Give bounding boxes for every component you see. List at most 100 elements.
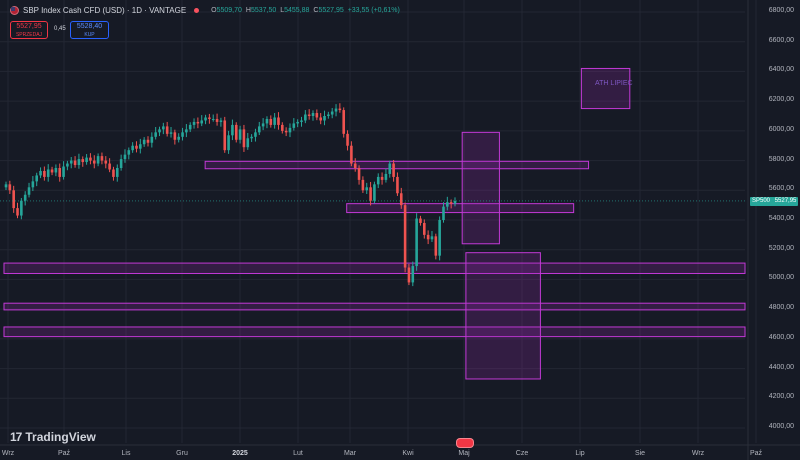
sell-price: 5527,95 [16, 23, 42, 30]
time-axis-label: 2025 [232, 450, 248, 457]
candle-body [315, 113, 319, 118]
price-axis-label: 4600,00 [768, 333, 794, 341]
candle-body [85, 157, 88, 163]
market-status-icon[interactable] [194, 8, 200, 13]
candle-body [319, 117, 322, 121]
candle-body [181, 132, 184, 137]
candle-body [453, 200, 457, 204]
candle-body [261, 123, 265, 127]
candle-body [323, 116, 326, 121]
candle-body [380, 176, 384, 180]
time-axis-label: Cze [515, 450, 529, 457]
candle-body [419, 218, 422, 223]
buy-label: KUP [84, 32, 95, 38]
candle-body [104, 160, 108, 164]
candle-body [357, 168, 361, 180]
candle-body [158, 129, 161, 133]
price-axis-label: 6400,00 [768, 66, 794, 74]
candle-body [361, 179, 365, 191]
candle-body [31, 181, 35, 188]
candle-body [330, 111, 334, 115]
tradingview-mark-icon: 17 [10, 430, 22, 444]
time-axis-label: Lip [575, 450, 585, 457]
symbol-title[interactable]: SBP Index Cash CFD (USD) · 1D · VANTAGE [23, 6, 187, 15]
candle-body [399, 193, 403, 206]
buy-button[interactable]: 5528,40 KUP [70, 21, 109, 39]
candle-body [238, 129, 242, 140]
candle-body [27, 187, 31, 195]
price-axis-label: 5600,00 [768, 185, 794, 193]
price-axis-label: 4000,00 [768, 423, 794, 430]
candle-body [46, 169, 50, 177]
candle-body [204, 117, 207, 121]
time-axis-label: Mar [343, 450, 357, 457]
candle-body [142, 139, 146, 145]
candle-body [62, 166, 65, 177]
time-axis-label: Wrz [691, 450, 705, 457]
support-resistance-zone [3, 302, 746, 311]
candle-body [438, 220, 441, 256]
sell-label: SPRZEDAJ [15, 32, 43, 38]
candle-body [177, 136, 180, 140]
ath-annotation-label[interactable]: ATH LIPIEC [595, 80, 633, 87]
time-axis-label: Lis [121, 450, 131, 457]
candle-body [284, 130, 288, 133]
ohlc-readout: O5509,70 H5537,50 L5455,88 C5527,95 +33,… [211, 7, 400, 14]
support-resistance-zone [3, 326, 746, 338]
candle-body [154, 132, 157, 137]
support-resistance-zone [3, 262, 746, 274]
candle-body [273, 117, 276, 125]
candle-body [4, 184, 8, 188]
candle-body [169, 132, 173, 134]
candle-body [165, 126, 169, 134]
candle-body [58, 168, 62, 177]
candle-body [254, 132, 257, 137]
candle-body [376, 176, 380, 185]
us-events-icon[interactable] [456, 438, 474, 448]
candle-body [35, 175, 39, 182]
candle-body [415, 218, 418, 267]
candle-body [411, 266, 415, 283]
candle-body [200, 120, 204, 124]
time-axis-label: Sie [634, 450, 646, 457]
candle-body [146, 139, 150, 143]
price-axis-label: 5000,00 [768, 274, 794, 282]
candle-body [407, 267, 411, 283]
candle-body [211, 118, 215, 120]
candle-body [250, 136, 253, 139]
candle-body [196, 121, 200, 124]
candle-body [369, 187, 372, 201]
candle-body [115, 168, 119, 177]
candle-body [100, 156, 104, 161]
tradingview-wordmark: TradingView [25, 430, 96, 444]
candle-body [12, 190, 15, 209]
spread-value: 0,45 [54, 26, 66, 32]
candle-body [430, 236, 434, 240]
candle-body [162, 126, 165, 130]
price-axis-label: 5400,00 [768, 215, 794, 222]
candle-body [396, 176, 399, 194]
candle-body [123, 154, 127, 160]
candle-body [39, 170, 42, 176]
candle-body [77, 159, 81, 166]
price-axis-label: 6800,00 [768, 7, 794, 14]
candle-body [246, 138, 250, 148]
candle-body [327, 114, 330, 116]
time-axis-label: Paź [57, 450, 71, 457]
candle-body [342, 110, 346, 134]
price-axis-label: 4400,00 [768, 363, 794, 371]
candle-body [223, 120, 227, 151]
candle-body [227, 135, 230, 151]
candle-body [185, 129, 188, 133]
time-axis-label: Kwi [402, 450, 414, 457]
candle-body [449, 202, 453, 204]
price-axis-label: 6200,00 [768, 96, 794, 104]
target-box [461, 131, 500, 245]
candle-body [234, 124, 238, 140]
support-resistance-zone [204, 160, 590, 170]
candle-body [277, 117, 280, 125]
sell-button[interactable]: 5527,95 SPRZEDAJ [10, 21, 48, 39]
candle-body [66, 163, 69, 167]
candle-body [265, 118, 269, 124]
